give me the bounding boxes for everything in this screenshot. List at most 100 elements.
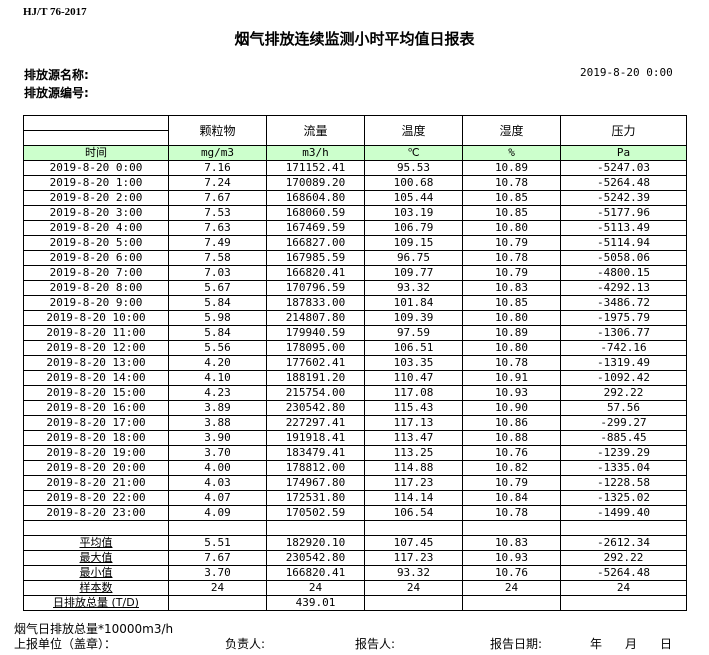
- table-row: 2019-8-20 13:00 4.20 177602.41 103.35 10.78-…: [23, 355, 687, 371]
- unit-label: 上报单位（盖章）：: [14, 637, 117, 651]
- table-row: 2019-8-20 1:00 7.24 170089.20 100.68 10.78 -5…: [23, 175, 687, 191]
- table-cell: 24: [462, 580, 561, 596]
- table-cell: 3.90: [168, 430, 267, 446]
- table-cell: 10.78: [462, 250, 561, 266]
- source-name-label: 排放源名称:: [24, 68, 89, 82]
- table-cell: 103.35: [364, 355, 463, 371]
- col-humidity: 湿度: [462, 115, 561, 146]
- table-row: 2019-8-20 21:00 4.03 174967.80 117.23 10.79-…: [23, 475, 687, 491]
- table-cell: 167985.59: [266, 250, 365, 266]
- table-cell: 230542.80: [266, 400, 365, 416]
- table-cell: [168, 520, 267, 536]
- table-cell: 166820.41: [266, 565, 365, 581]
- table-cell: 10.76: [462, 445, 561, 461]
- table-cell: 10.90: [462, 400, 561, 416]
- table-cell: -5264.48: [560, 175, 687, 191]
- unit-row: 时间 mg/m3 m3/h ℃ % Pa: [23, 145, 687, 161]
- table-cell: 105.44: [364, 190, 463, 206]
- table-cell: 10.78: [462, 505, 561, 521]
- table-cell: 93.32: [364, 565, 463, 581]
- table-cell: 2019-8-20 5:00: [23, 235, 169, 251]
- table-cell: 10.79: [462, 235, 561, 251]
- table-cell: 117.23: [364, 475, 463, 491]
- table-cell: [23, 520, 169, 536]
- table-cell: 4.07: [168, 490, 267, 506]
- table-cell: 117.23: [364, 550, 463, 566]
- table-cell: 7.67: [168, 190, 267, 206]
- table-cell: 10.80: [462, 220, 561, 236]
- table-cell: 215754.00: [266, 385, 365, 401]
- emission-note: 烟气日排放总量*10000m3/h: [14, 622, 174, 636]
- table-cell: 4.23: [168, 385, 267, 401]
- table-cell: 57.56: [560, 400, 687, 416]
- table-cell: 106.54: [364, 505, 463, 521]
- col-flow: 流量: [266, 115, 365, 146]
- table-row: 2019-8-20 7:00 7.03 166820.41 109.77 10.79 -4…: [23, 265, 687, 281]
- unit-cell: ℃: [364, 145, 463, 161]
- table-cell: 10.85: [462, 190, 561, 206]
- table-cell: 103.19: [364, 205, 463, 221]
- table-cell: -5114.94: [560, 235, 687, 251]
- table-cell: 7.58: [168, 250, 267, 266]
- table-row: 2019-8-20 18:00 3.90 191918.41 113.47 10.88-…: [23, 430, 687, 446]
- table-row: 2019-8-20 23:00 4.09 170502.59 106.54 10.78-…: [23, 505, 687, 521]
- table-cell: 188191.20: [266, 370, 365, 386]
- table-row: 2019-8-20 15:00 4.23 215754.00 117.08 10.93 2…: [23, 385, 687, 401]
- table-cell: 7.53: [168, 205, 267, 221]
- table-cell: -742.16: [560, 340, 687, 356]
- table-cell: 10.88: [462, 430, 561, 446]
- reporter-label: 报告人:: [355, 637, 396, 651]
- table-cell: -5242.39: [560, 190, 687, 206]
- unit-cell: %: [462, 145, 561, 161]
- table-cell: [364, 595, 463, 611]
- table-cell: 187833.00: [266, 295, 365, 311]
- table-cell: 2019-8-20 14:00: [23, 370, 169, 386]
- table-cell: 5.84: [168, 295, 267, 311]
- table-cell: 10.89: [462, 160, 561, 176]
- table-row: 2019-8-20 19:00 3.70 183479.41 113.25 10.76-…: [23, 445, 687, 461]
- table-cell: 2019-8-20 18:00: [23, 430, 169, 446]
- table-cell: -5113.49: [560, 220, 687, 236]
- table-cell: 114.14: [364, 490, 463, 506]
- table-cell: 平均值: [23, 535, 169, 551]
- table-cell: 93.32: [364, 280, 463, 296]
- table-cell: 4.03: [168, 475, 267, 491]
- table-cell: 2019-8-20 3:00: [23, 205, 169, 221]
- table-cell: -1319.49: [560, 355, 687, 371]
- table-cell: 10.83: [462, 280, 561, 296]
- table-cell: 7.24: [168, 175, 267, 191]
- time-header: 时间: [23, 145, 169, 161]
- table-row: 2019-8-20 9:00 5.84 187833.00 101.84 10.85 -3…: [23, 295, 687, 311]
- unit-cell: Pa: [560, 145, 687, 161]
- table-cell: -885.45: [560, 430, 687, 446]
- table-cell: 10.80: [462, 340, 561, 356]
- table-cell: 7.49: [168, 235, 267, 251]
- table-cell: 95.53: [364, 160, 463, 176]
- column-header-row: 颗粒物 流量 温度 湿度 压力: [23, 115, 687, 146]
- table-cell: -1239.29: [560, 445, 687, 461]
- table-cell: 168060.59: [266, 205, 365, 221]
- table-cell: 10.85: [462, 205, 561, 221]
- table-cell: 113.25: [364, 445, 463, 461]
- table-cell: 10.78: [462, 355, 561, 371]
- table-cell: 5.51: [168, 535, 267, 551]
- table-cell: 日排放总量 (T/D): [23, 595, 169, 611]
- table-cell: 4.00: [168, 460, 267, 476]
- table-cell: 7.63: [168, 220, 267, 236]
- table-row: 2019-8-20 6:00 7.58 167985.59 96.75 10.78 -50…: [23, 250, 687, 266]
- table-cell: [168, 595, 267, 611]
- table-cell: 2019-8-20 4:00: [23, 220, 169, 236]
- table-row: 2019-8-20 11:00 5.84 179940.59 97.59 10.89 -1…: [23, 325, 687, 341]
- table-cell: 5.84: [168, 325, 267, 341]
- table-cell: 10.76: [462, 565, 561, 581]
- table-cell: 最大值: [23, 550, 169, 566]
- table-cell: 182920.10: [266, 535, 365, 551]
- table-cell: 10.91: [462, 370, 561, 386]
- table-cell: 2019-8-20 1:00: [23, 175, 169, 191]
- table-cell: 227297.41: [266, 415, 365, 431]
- table-cell: 3.88: [168, 415, 267, 431]
- table-cell: -4800.15: [560, 265, 687, 281]
- table-cell: 2019-8-20 12:00: [23, 340, 169, 356]
- table-cell: 178095.00: [266, 340, 365, 356]
- month-label: 月: [625, 637, 638, 651]
